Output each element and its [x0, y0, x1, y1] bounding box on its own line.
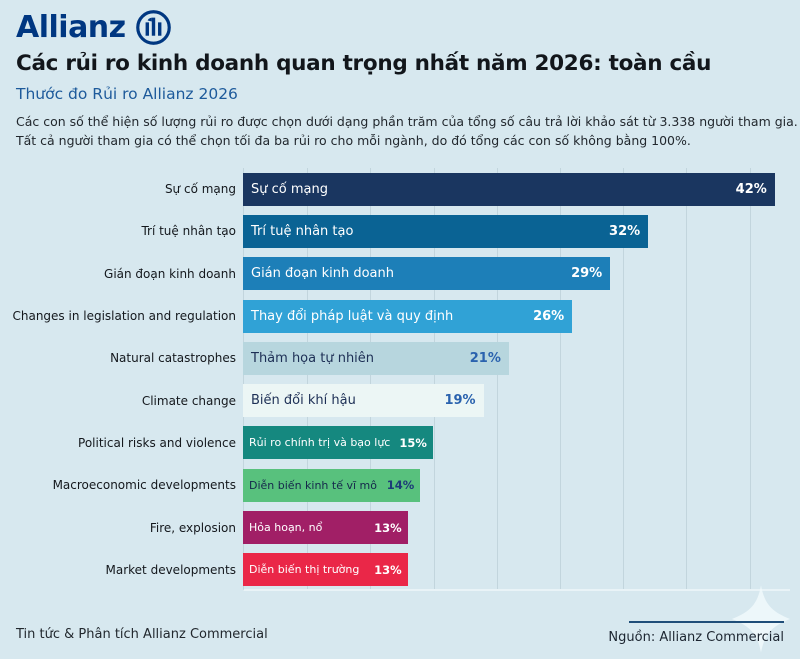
axis-category-label: Sự cố mạng [164, 182, 236, 197]
bar-label: Trí tuệ nhân tạo [251, 223, 354, 239]
bar-value-label: 42% [735, 181, 767, 197]
bar-value-label: 15% [399, 435, 427, 450]
bar-value-label: 13% [374, 520, 402, 535]
bar-track: Sự cố mạng 42% [243, 172, 790, 206]
bar: Rủi ro chính trị và bạo lực 15% [243, 426, 433, 460]
bar: Sự cố mạng 42% [243, 172, 775, 206]
gridline [370, 168, 372, 589]
bar-value-label: 13% [374, 562, 402, 577]
bar-label: Hỏa hoạn, nổ [249, 521, 323, 535]
chart-row: Market developments Diễn biến thị trường… [0, 549, 800, 591]
source-text: Nguồn: Allianz Commercial [608, 630, 784, 645]
chart-row: Political risks and violence Rủi ro chín… [0, 422, 800, 464]
bar-label: Thảm họa tự nhiên [251, 350, 375, 366]
axis-category-label: Gián đoạn kinh doanh [104, 266, 236, 281]
bar: Diễn biến thị trường 13% [243, 553, 408, 587]
chart-row: Sự cố mạng Sự cố mạng 42% [0, 168, 800, 210]
description-line-2: Tất cả người tham gia có thể chọn tối đa… [16, 133, 691, 148]
bar-track: Hỏa hoạn, nổ 13% [243, 511, 790, 545]
bar-track: Diễn biến thị trường 13% [243, 553, 790, 587]
bar: Thay đổi pháp luật và quy định 26% [243, 299, 573, 333]
allianz-logo-text: Allianz [16, 10, 126, 45]
bar-value-label: 14% [386, 478, 415, 493]
bar-label: Thay đổi pháp luật và quy định [251, 308, 454, 324]
axis-category-label: Market developments [105, 562, 236, 577]
description-line-1: Các con số thể hiện số lượng rủi ro được… [16, 114, 798, 129]
gridline [623, 168, 625, 589]
axis-category-label: Political risks and violence [78, 435, 236, 450]
axis-category-label: Climate change [141, 393, 236, 408]
gridline [686, 168, 688, 589]
chart-row: Fire, explosion Hỏa hoạn, nổ 13% [0, 506, 800, 548]
bar-track: Rủi ro chính trị và bạo lực 15% [243, 426, 790, 460]
gridline [307, 168, 309, 589]
bar-label: Rủi ro chính trị và bạo lực [249, 436, 391, 450]
bar-value-label: 32% [609, 223, 641, 239]
axis-category-label: Natural catastrophes [110, 351, 236, 366]
axis-category-label: Macroeconomic developments [52, 478, 236, 493]
bar: Thảm họa tự nhiên 21% [243, 341, 509, 375]
chart-row: Macroeconomic developments Diễn biến kin… [0, 464, 800, 506]
chart-row: Changes in legislation and regulation Th… [0, 295, 800, 337]
axis-category-label: Changes in legislation and regulation [12, 309, 236, 324]
bar-value-label: 26% [533, 308, 565, 324]
bar-track: Biến đổi khí hậu 19% [243, 384, 790, 418]
allianz-eagle-icon [135, 9, 172, 46]
bar: Hỏa hoạn, nổ 13% [243, 511, 408, 545]
four-point-star-icon [732, 583, 790, 659]
gridline [433, 168, 435, 589]
bar-chart: Sự cố mạng Sự cố mạng 42% Trí tuệ nhân t… [0, 168, 800, 592]
bar: Biến đổi khí hậu 19% [243, 384, 484, 418]
bar-value-label: 21% [469, 350, 501, 366]
axis-category-label: Fire, explosion [149, 520, 236, 535]
bar-label: Sự cố mạng [251, 181, 328, 197]
gridline [749, 168, 751, 589]
bar-value-label: 29% [571, 266, 603, 282]
page-title: Các rủi ro kinh doanh quan trọng nhất nă… [16, 51, 712, 76]
bar-track: Thảm họa tự nhiên 21% [243, 341, 790, 375]
bar-track: Thay đổi pháp luật và quy định 26% [243, 299, 790, 333]
chart-row: Gián đoạn kinh doanh Gián đoạn kinh doan… [0, 253, 800, 295]
bar-value-label: 19% [444, 393, 476, 409]
source-block: Nguồn: Allianz Commercial [608, 621, 784, 645]
source-divider [629, 621, 784, 623]
grid-layer [243, 168, 790, 591]
bar-track: Diễn biến kinh tế vĩ mô 14% [243, 468, 790, 502]
gridline [496, 168, 498, 589]
bar: Diễn biến kinh tế vĩ mô 14% [243, 468, 421, 502]
bar: Gián đoạn kinh doanh 29% [243, 257, 611, 291]
bar-track: Gián đoạn kinh doanh 29% [243, 257, 790, 291]
bar-label: Diễn biến kinh tế vĩ mô [249, 478, 377, 492]
chart-rows: Sự cố mạng Sự cố mạng 42% Trí tuệ nhân t… [0, 168, 800, 591]
bar-label: Diễn biến thị trường [249, 563, 360, 577]
chart-row: Natural catastrophes Thảm họa tự nhiên 2… [0, 337, 800, 379]
page-subtitle: Thước đo Rủi ro Allianz 2026 [16, 85, 238, 103]
chart-description: Các con số thể hiện số lượng rủi ro được… [16, 112, 798, 150]
footer-credit: Tin tức & Phân tích Allianz Commercial [16, 627, 268, 642]
bar-track: Trí tuệ nhân tạo 32% [243, 214, 790, 248]
chart-row: Trí tuệ nhân tạo Trí tuệ nhân tạo 32% [0, 210, 800, 252]
bar-label: Gián đoạn kinh doanh [251, 266, 394, 282]
chart-row: Climate change Biến đổi khí hậu 19% [0, 379, 800, 421]
axis-category-label: Trí tuệ nhân tạo [141, 224, 236, 239]
bar: Trí tuệ nhân tạo 32% [243, 214, 649, 248]
brand-header: Allianz [16, 9, 172, 46]
gridline [559, 168, 561, 589]
bar-label: Biến đổi khí hậu [251, 393, 356, 409]
